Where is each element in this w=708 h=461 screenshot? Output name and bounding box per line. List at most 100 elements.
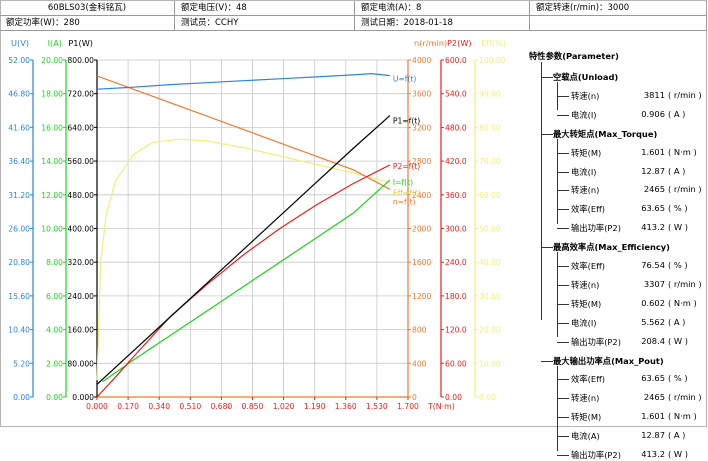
param-name: 效率(Eff) bbox=[571, 261, 606, 271]
param-unit: ( N·m ) bbox=[668, 297, 697, 308]
param-unit: ( W ) bbox=[668, 222, 688, 233]
tick-label-n: 3600 bbox=[412, 90, 431, 99]
tree-leaf bbox=[557, 398, 569, 400]
tick-label-eff: 60.00 bbox=[479, 191, 501, 200]
tree-trunk bbox=[541, 62, 542, 320]
tick-label-x: 1.190 bbox=[304, 402, 326, 411]
tick-label-n: 2400 bbox=[412, 191, 431, 200]
tick-label-i: 12.00 bbox=[41, 191, 63, 200]
param-value: 208.4 bbox=[641, 335, 665, 346]
tree-trunk-section bbox=[557, 138, 558, 224]
tick-label-p2: 480.0 bbox=[445, 123, 467, 132]
series-label-i: I=f(t) bbox=[393, 178, 413, 187]
tick-label-i: 16.00 bbox=[41, 123, 63, 132]
tick-label-p1: 0.000 bbox=[72, 393, 94, 402]
tick-label-u: 36.40 bbox=[8, 157, 30, 166]
tester-cell: 测试员：CCHY bbox=[175, 16, 355, 31]
param-value: 76.54 bbox=[641, 260, 665, 270]
tick-label-n: 2800 bbox=[412, 157, 431, 166]
tick-label-i: 6.00 bbox=[46, 292, 63, 301]
tick-label-n: 4000 bbox=[412, 56, 431, 65]
section-title: 最高效率点(Max_Efficiency) bbox=[553, 242, 670, 253]
motor-characteristic-chart: 0.00 5.20 10.40 15.60 20.80 26.00 31.20 36.40 41… bbox=[8, 38, 506, 411]
tick-label-x: 1.360 bbox=[335, 402, 357, 411]
tree-trunk-section bbox=[557, 365, 558, 451]
tick-label-i: 8.00 bbox=[46, 258, 63, 267]
tick-label-eff: 10.00 bbox=[479, 359, 501, 368]
axis-title-u: U(V) bbox=[11, 38, 29, 48]
tick-label-p2: 600.0 bbox=[445, 56, 467, 65]
parameter-title: 特性参数(Parameter) bbox=[529, 51, 619, 61]
param-name: 转速(n) bbox=[571, 185, 600, 196]
param-unit: ( r/min ) bbox=[668, 184, 702, 195]
axis-title-eff: Eff(%) bbox=[481, 38, 506, 48]
tick-label-x: 0.850 bbox=[242, 402, 264, 411]
tick-label-n: 800 bbox=[412, 326, 427, 335]
param-value: 3811 bbox=[643, 89, 665, 100]
tick-label-eff: 20.00 bbox=[479, 326, 501, 335]
rated-power-cell: 额定功率(W)：280 bbox=[0, 16, 175, 31]
param-value: 2465 bbox=[643, 184, 665, 195]
tick-label-p1: 400.00 bbox=[67, 225, 94, 234]
tick-label-p2: 300.0 bbox=[445, 225, 467, 234]
param-name: 转速(n) bbox=[571, 393, 600, 404]
param-value: 12.87 bbox=[641, 430, 665, 441]
series-label-p2: P2=f(t) bbox=[393, 162, 420, 171]
tick-label-x: 1.700 bbox=[397, 402, 419, 411]
param-unit: ( W ) bbox=[668, 449, 688, 459]
tick-label-p1: 640.00 bbox=[67, 123, 94, 132]
tick-label-i: 2.00 bbox=[46, 359, 63, 368]
tick-label-p1: 80.000 bbox=[67, 359, 94, 368]
tick-label-n: 1600 bbox=[412, 258, 431, 267]
tree-leaf bbox=[557, 417, 569, 419]
param-value: 1.601 bbox=[641, 411, 665, 422]
tick-label-i: 18.00 bbox=[41, 90, 63, 99]
tree-leaf bbox=[557, 95, 569, 97]
empty-cell bbox=[530, 16, 707, 31]
series-line-p1 bbox=[96, 115, 391, 385]
tick-label-x: 0.510 bbox=[179, 402, 201, 411]
tick-label-eff: 0.00 bbox=[479, 393, 496, 402]
param-value: 63.65 bbox=[641, 373, 665, 384]
tree-branch bbox=[541, 247, 553, 249]
tree-leaf bbox=[557, 266, 569, 267]
param-unit: ( W ) bbox=[668, 335, 688, 346]
section-title: 最大输出功率点(Max_Pout) bbox=[553, 355, 664, 366]
tick-label-p1: 560.00 bbox=[67, 157, 94, 166]
tick-label-u: 20.80 bbox=[8, 258, 30, 267]
param-name: 输出功率(P2) bbox=[571, 223, 621, 234]
series-label-n: n=f(t) bbox=[393, 197, 416, 206]
tick-label-n: 2000 bbox=[412, 225, 431, 234]
param-unit: ( % ) bbox=[668, 373, 688, 384]
tick-label-n: 400 bbox=[412, 359, 427, 368]
tick-label-i: 4.00 bbox=[46, 326, 63, 335]
tick-label-p2: 420.0 bbox=[445, 157, 467, 166]
tick-label-eff: 100.00 bbox=[479, 56, 506, 65]
tick-label-x: 0.000 bbox=[86, 402, 108, 411]
section-title: 最大转矩点(Max_Torque) bbox=[553, 128, 658, 139]
tick-label-n: 3200 bbox=[412, 123, 431, 132]
param-name: 输出功率(P2) bbox=[571, 336, 621, 347]
tick-label-i: 14.00 bbox=[41, 157, 63, 166]
tick-label-p2: 180.0 bbox=[445, 292, 467, 301]
tick-label-u: 41.60 bbox=[8, 123, 30, 132]
series-line-eff bbox=[96, 138, 391, 381]
tick-label-n: 0 bbox=[412, 393, 417, 402]
tick-label-p2: 540.0 bbox=[445, 90, 467, 99]
tick-label-p2: 60.00 bbox=[445, 359, 467, 368]
tick-label-p1: 480.00 bbox=[67, 191, 94, 200]
test-date-cell: 测试日期：2018-01-18 bbox=[355, 16, 530, 31]
param-name: 电流(I) bbox=[571, 166, 597, 177]
tick-label-eff: 40.00 bbox=[479, 258, 501, 267]
param-value: 2465 bbox=[643, 392, 665, 403]
tick-label-p2: 360.0 bbox=[445, 191, 467, 200]
param-unit: ( r/min ) bbox=[668, 392, 702, 403]
param-unit: ( N·m ) bbox=[668, 146, 697, 157]
tick-label-u: 10.40 bbox=[8, 326, 30, 335]
param-unit: ( % ) bbox=[668, 203, 688, 214]
tree-leaf bbox=[557, 322, 569, 324]
param-name: 转矩(M) bbox=[571, 412, 602, 423]
tree-leaf bbox=[557, 379, 569, 381]
tick-label-i: 10.00 bbox=[41, 225, 63, 234]
param-value: 0.906 bbox=[641, 108, 665, 119]
